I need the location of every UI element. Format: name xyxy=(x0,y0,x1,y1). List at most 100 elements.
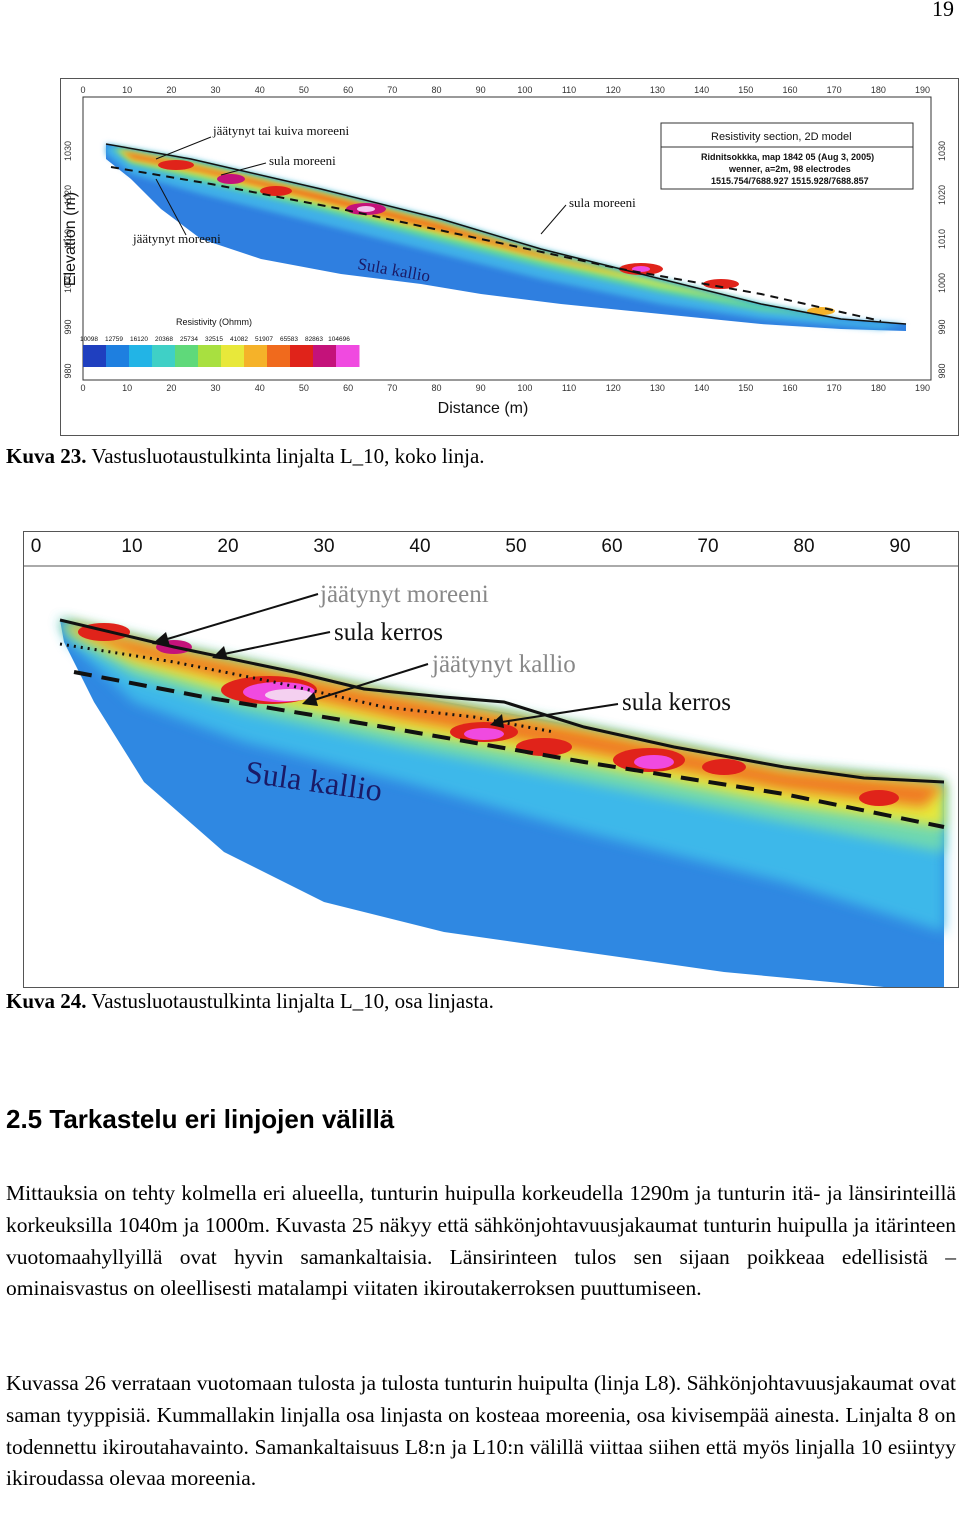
page-number: 19 xyxy=(932,0,954,21)
x-tick-label: 90 xyxy=(889,536,910,557)
annotation-jaatynyt-moreeni: jäätynyt moreeni xyxy=(319,581,489,608)
x-tick-label: 30 xyxy=(211,85,221,95)
x-tick-label: 70 xyxy=(697,536,718,557)
x-tick-label: 20 xyxy=(217,536,238,557)
y-tick-label: 980 xyxy=(63,363,73,378)
y-tick-label: 1030 xyxy=(63,141,73,161)
x-tick-label: 20 xyxy=(166,85,176,95)
x-tick-label: 80 xyxy=(793,536,814,557)
x-tick-label: 180 xyxy=(871,85,886,95)
x-tick-label: 30 xyxy=(211,383,221,393)
pointer-arrow xyxy=(163,593,319,641)
info-line-3: 1515.754/7688.927 1515.928/7688.857 xyxy=(711,176,869,186)
legend-value: 32515 xyxy=(205,336,223,343)
legend-swatch xyxy=(175,345,199,367)
legend-swatch xyxy=(290,345,314,367)
caption-text: Vastusluotaustulkinta linjalta L_10, kok… xyxy=(86,444,485,468)
section-heading: 2.5 Tarkastelu eri linjojen välillä xyxy=(6,1104,395,1134)
legend-swatch xyxy=(267,345,291,367)
interface-dashed-line xyxy=(110,166,882,322)
pointer-arrow xyxy=(501,703,619,723)
legend-swatch xyxy=(336,345,360,367)
x-tick-label: 70 xyxy=(387,85,397,95)
annotation-jaatynyt-kallio: jäätynyt kallio xyxy=(431,651,576,678)
y-axis-label: Elevation (m) xyxy=(62,192,79,286)
x-tick-label: 60 xyxy=(343,85,353,95)
legend-swatch xyxy=(129,345,153,367)
x-tick-label: 90 xyxy=(476,85,486,95)
annotation-jaatynyt-moreeni: jäätynyt moreeni xyxy=(132,231,221,246)
legend-swatch xyxy=(106,345,130,367)
y-tick-label: 1020 xyxy=(937,185,947,205)
x-tick-label: 50 xyxy=(299,383,309,393)
legend-value: 20368 xyxy=(155,336,173,343)
x-tick-label: 70 xyxy=(387,383,397,393)
legend-value: 65583 xyxy=(280,336,298,343)
x-axis-label: Distance (m) xyxy=(438,400,529,417)
x-tick-label: 100 xyxy=(517,85,532,95)
info-line-1: Ridnitsokkka, map 1842 05 (Aug 3, 2005) xyxy=(701,152,874,162)
y-tick-label: 1020 xyxy=(63,185,73,205)
x-tick-label: 10 xyxy=(122,383,132,393)
x-tick-label: 180 xyxy=(871,383,886,393)
legend-swatch xyxy=(313,345,337,367)
pointer-line xyxy=(155,178,187,236)
pointer-line xyxy=(155,136,212,160)
legend-value: 25734 xyxy=(180,336,198,343)
x-tick-label: 170 xyxy=(827,383,842,393)
x-tick-label: 130 xyxy=(650,85,665,95)
caption-label: Kuva 23. xyxy=(6,444,87,468)
x-tick-label: 20 xyxy=(166,383,176,393)
paragraph-1: Mittauksia on tehty kolmella eri alueell… xyxy=(6,1181,956,1301)
x-tick-label: 50 xyxy=(299,85,309,95)
x-tick-label: 0 xyxy=(80,383,85,393)
x-tick-label: 140 xyxy=(694,383,709,393)
x-tick-label: 10 xyxy=(121,536,142,557)
figure-23-caption: Kuva 23. Vastusluotaustulkinta linjalta … xyxy=(6,444,485,469)
x-tick-label: 160 xyxy=(782,383,797,393)
x-tick-label: 120 xyxy=(606,85,621,95)
figure-24-caption: Kuva 24. Vastusluotaustulkinta linjalta … xyxy=(6,989,494,1014)
y-tick-label: 990 xyxy=(937,319,947,334)
plot-frame xyxy=(82,96,932,381)
ground-surface-line xyxy=(59,618,945,784)
x-tick-label: 40 xyxy=(409,536,430,557)
legend-swatch xyxy=(221,345,245,367)
legend-title: Resistivity (Ohmm) xyxy=(176,317,252,327)
x-tick-label: 80 xyxy=(431,85,441,95)
legend-value: 10098 xyxy=(80,336,98,343)
pointer-line xyxy=(540,204,567,235)
y-tick-label: 990 xyxy=(63,319,73,334)
info-line-2: wenner, a=2m, 98 electrodes xyxy=(728,164,851,174)
x-tick-label: 0 xyxy=(80,85,85,95)
x-tick-label: 150 xyxy=(738,383,753,393)
legend-value: 104696 xyxy=(328,336,350,343)
x-tick-label: 190 xyxy=(915,383,930,393)
y-tick-label: 1010 xyxy=(937,229,947,249)
info-title: Resistivity section, 2D model xyxy=(711,131,852,143)
y-tick-label: 1000 xyxy=(63,273,73,293)
legend-value: 41082 xyxy=(230,336,248,343)
annotation-sula-moreeni-2: sula moreeni xyxy=(569,195,636,210)
annotation-jaatynyt-tai-kuiva: jäätynyt tai kuiva moreeni xyxy=(212,123,349,138)
x-tick-label: 80 xyxy=(431,383,441,393)
legend-swatch xyxy=(244,345,268,367)
x-tick-label: 110 xyxy=(562,383,576,393)
x-tick-label: 140 xyxy=(694,85,709,95)
legend-value: 16120 xyxy=(130,336,148,343)
x-tick-label: 0 xyxy=(31,536,42,557)
info-box xyxy=(660,122,914,190)
x-tick-label: 40 xyxy=(255,85,265,95)
y-tick-label: 980 xyxy=(937,363,947,378)
y-tick-label: 1000 xyxy=(937,273,947,293)
legend-value: 51907 xyxy=(255,336,273,343)
legend-swatch xyxy=(152,345,176,367)
pointer-arrow xyxy=(313,663,429,701)
y-tick-label: 1030 xyxy=(937,141,947,161)
x-tick-label: 40 xyxy=(255,383,265,393)
pointer-line xyxy=(220,162,267,176)
x-tick-label: 110 xyxy=(562,85,576,95)
x-tick-label: 100 xyxy=(517,383,532,393)
x-tick-label: 30 xyxy=(313,536,334,557)
figure-23-resistivity-section: 0 10 20 30 40 50 60 70 80 90 100 110 120 130 140 150 160… xyxy=(60,78,959,436)
